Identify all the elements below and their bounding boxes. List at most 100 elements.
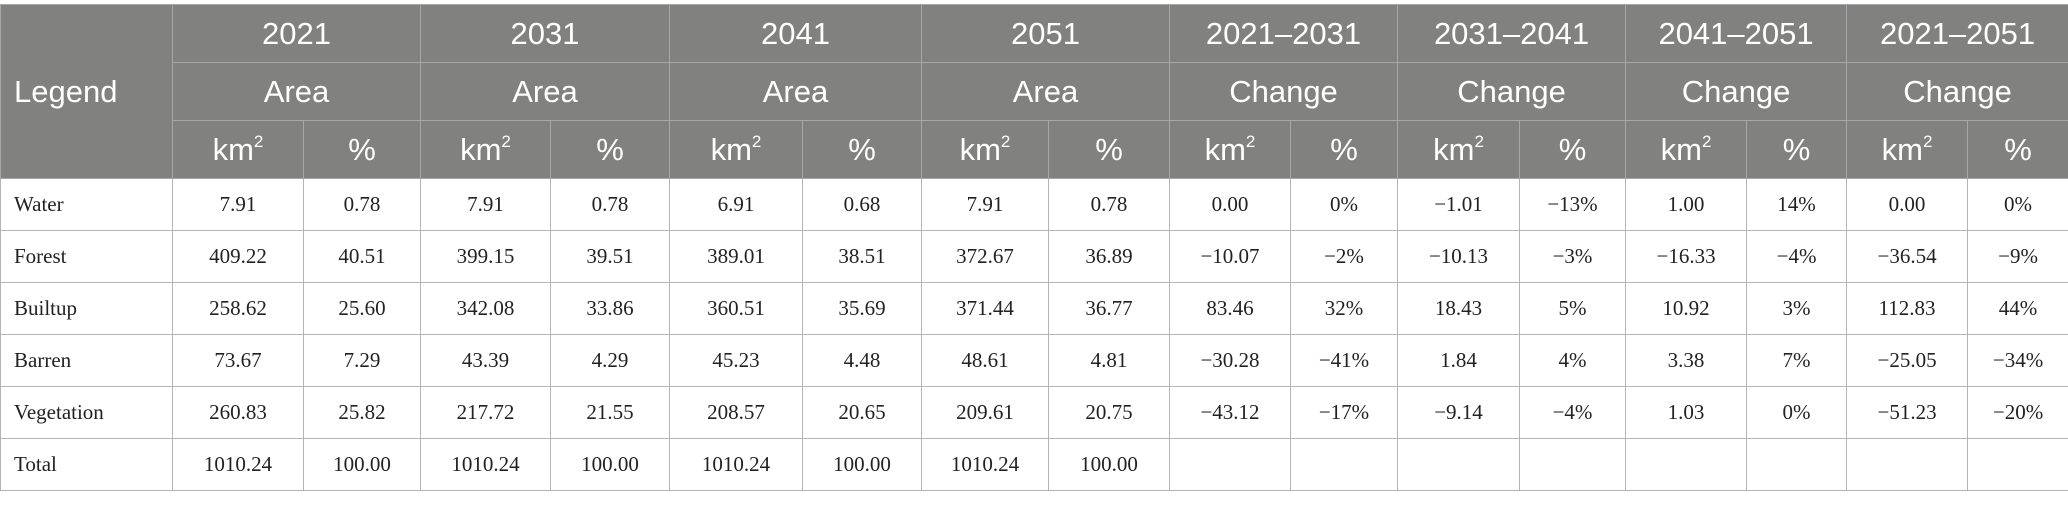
table-cell: 0.68 [802,178,922,231]
table-cell: 83.46 [1169,282,1291,335]
legend-header: Legend [0,4,173,179]
table-cell: −41% [1289,334,1399,387]
table-cell: 43.39 [420,334,551,387]
table-cell: 100.00 [303,438,421,491]
measure-header: Area [420,62,670,121]
period-header: 2041–2051 [1625,4,1848,63]
unit-base: km [710,131,752,167]
table-cell: 38.51 [802,230,922,283]
table-cell: 409.22 [172,230,304,283]
table-cell: 112.83 [1846,282,1969,335]
period-header: 2021 [172,4,421,63]
row-label: Water [0,178,173,231]
table-cell: 45.23 [669,334,803,387]
period-header: 2051 [921,4,1170,63]
unit-header-percent: % [1289,120,1399,179]
row-label: Barren [0,334,173,387]
unit-header-km2: km2 [1625,120,1748,179]
table-cell: 372.67 [921,230,1049,283]
table-cell: 0.78 [550,178,670,231]
unit-header-percent: % [303,120,421,179]
unit-exponent: 2 [501,131,511,151]
table-cell: −1.01 [1397,178,1521,231]
table-cell: 399.15 [420,230,551,283]
table-cell: 5% [1519,282,1627,335]
table-cell: 1010.24 [921,438,1049,491]
table-cell: 208.57 [669,386,803,439]
period-header: 2031 [420,4,670,63]
table-cell: −10.07 [1169,230,1291,283]
table-cell: −25.05 [1846,334,1969,387]
row-label: Forest [0,230,173,283]
unit-header-km2: km2 [1846,120,1969,179]
table-cell: 4.48 [802,334,922,387]
unit-exponent: 2 [1474,131,1484,151]
table-cell: 0% [1746,386,1848,439]
unit-exponent: 2 [1922,131,1933,151]
table-cell: 389.01 [669,230,803,283]
unit-header-km2: km2 [1169,120,1291,179]
unit-header-km2: km2 [669,120,803,179]
table-cell: 4.81 [1048,334,1170,387]
table-cell: 1010.24 [172,438,304,491]
header-row-periods: Legend 2021 2031 2041 2051 2021–2031 2031–204… [0,4,2068,179]
table-cell: 217.72 [420,386,551,439]
table-cell: 21.55 [550,386,670,439]
table-row: Total 1010.24 100.00 1010.24 100.00 1010.24 10… [0,438,2068,491]
table-cell: −4% [1519,386,1627,439]
unit-header-km2: km2 [921,120,1049,179]
table-cell [1289,438,1399,491]
table-cell: −9% [1967,230,2068,283]
period-header: 2021–2051 [1846,4,2068,63]
table-cell: 44% [1967,282,2068,335]
measure-header: Area [172,62,421,121]
header-row-units: km2% km2% km2% km2% km2% km2% km2% km2% [1,120,2068,179]
table-cell [1846,438,1969,491]
table-cell: 3.38 [1625,334,1748,387]
table-cell: 360.51 [669,282,803,335]
table-cell: 260.83 [172,386,304,439]
table-cell [1746,438,1848,491]
unit-header-km2: km2 [420,120,551,179]
table-row: Water 7.91 0.78 7.91 0.78 6.91 0.68 7.91 0.78 0.0… [0,178,2068,231]
unit-base: km [959,131,1001,167]
measure-header: Change [1846,62,2068,121]
unit-base: km [1433,131,1475,167]
table-row: Barren 73.67 7.29 43.39 4.29 45.23 4.48 48.61 4.… [0,334,2068,387]
row-label: Total [0,438,173,491]
unit-exponent: 2 [253,131,264,151]
table-row: Forest 409.22 40.51 399.15 39.51 389.01 38.51 3… [0,230,2068,283]
table-cell: 7.91 [921,178,1049,231]
measure-header: Change [1397,62,1627,121]
unit-header-km2: km2 [1397,120,1521,179]
table-cell: −10.13 [1397,230,1521,283]
header-row-types: Area Area Area Area Change Change Change Change [1,62,2068,121]
table-cell [1625,438,1748,491]
table-cell: 371.44 [921,282,1049,335]
table-cell: 6.91 [669,178,803,231]
table-cell: 1.00 [1625,178,1748,231]
table-cell: 1.03 [1625,386,1748,439]
table-cell: 14% [1746,178,1848,231]
table-cell [1519,438,1627,491]
unit-header-percent: % [802,120,922,179]
table-body: Water 7.91 0.78 7.91 0.78 6.91 0.68 7.91 0.78 0.0… [0,178,2068,491]
table-cell: 1010.24 [420,438,551,491]
unit-base: km [1881,131,1923,167]
period-header: 2041 [669,4,922,63]
table-cell: 7.29 [303,334,421,387]
measure-header: Change [1168,62,1399,121]
table-cell: 258.62 [172,282,304,335]
row-label: Builtup [0,282,173,335]
unit-exponent: 2 [1701,131,1712,151]
table-cell: 7.91 [420,178,551,231]
table-cell: 7% [1746,334,1848,387]
table-header: Legend 2021 2031 2041 2051 2021–2031 2031–204… [0,4,2068,179]
table-cell: 33.86 [550,282,670,335]
table-cell: 7.91 [172,178,304,231]
table-cell: 0.78 [303,178,421,231]
table-cell: 0% [1289,178,1399,231]
table-cell: 3% [1746,282,1848,335]
table-cell [1397,438,1521,491]
table-cell: 36.77 [1048,282,1170,335]
